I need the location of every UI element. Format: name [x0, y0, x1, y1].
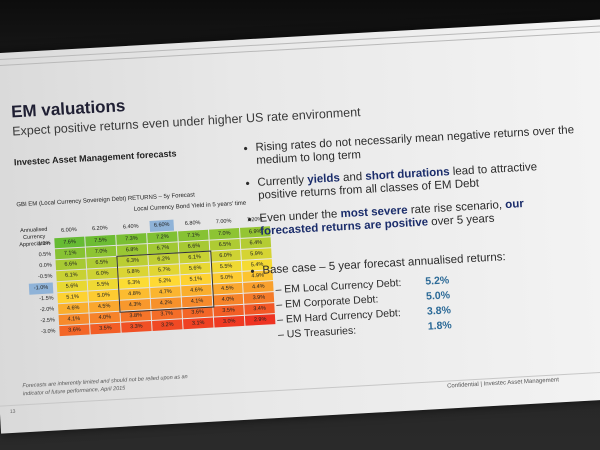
- grid-cell: 3.5%: [90, 322, 121, 335]
- grid-cell: 5.1%: [57, 291, 88, 304]
- grid-cell: 3.1%: [183, 317, 214, 330]
- grid-cell: 4.1%: [58, 313, 90, 326]
- grid-cell: 3.6%: [59, 324, 90, 337]
- grid-cell: 5.7%: [148, 264, 180, 277]
- grid-cell: 6.5%: [209, 238, 241, 251]
- grid-cell: 7.1%: [54, 247, 86, 260]
- grid-cell: 6.1%: [56, 269, 87, 282]
- grid-cell: 6.2%: [148, 253, 179, 266]
- grid-cell: 6.0%: [87, 267, 118, 280]
- grid-cell: 5.8%: [118, 266, 149, 278]
- bullet-2-yields: yields: [306, 172, 341, 187]
- column-header: 6.80%: [184, 220, 201, 227]
- grid-cell: 6.7%: [147, 242, 179, 255]
- column-header: 6.40%: [122, 223, 139, 231]
- grid-cell: 4.3%: [119, 299, 151, 311]
- grid-cell: 4.5%: [88, 300, 120, 313]
- grid-cell: 7.2%: [147, 231, 178, 244]
- column-header: 7.00%: [215, 218, 232, 226]
- grid-cell: 3.2%: [152, 319, 183, 331]
- grid-cell: 7.3%: [116, 233, 147, 245]
- grid-cell: 5.6%: [179, 262, 211, 275]
- bullet-dot: •: [243, 141, 249, 156]
- column-header: 6.00%: [60, 227, 77, 234]
- grid-cell: 5.3%: [118, 277, 150, 289]
- grid-cell: 5.5%: [210, 260, 242, 273]
- page-number: 13: [9, 408, 16, 416]
- grid-cell: 3.9%: [243, 292, 275, 304]
- grid-cell: 6.8%: [116, 244, 148, 256]
- grid-cell: 7.0%: [85, 245, 117, 258]
- grid-cell: 3.5%: [213, 304, 244, 317]
- column-header: 6.20%: [91, 225, 108, 233]
- grid-cell: 6.1%: [179, 251, 210, 264]
- grid-cell: 6.6%: [178, 240, 210, 253]
- grid-cell: 7.5%: [85, 234, 116, 247]
- base-case-label: – US Treasuries:: [277, 324, 357, 341]
- base-case-value: 5.0%: [425, 289, 451, 303]
- base-case-value: 3.8%: [426, 304, 452, 318]
- footnote: Forecasts are inherently limited and sho…: [22, 374, 188, 398]
- base-case-value: 5.2%: [424, 274, 450, 288]
- row-label: -3.0%: [40, 328, 56, 336]
- top-rule-2: [0, 30, 600, 68]
- grid-cell: 5.1%: [180, 273, 212, 286]
- grid-cell: 5.2%: [149, 275, 181, 288]
- grid-cell: 6.5%: [86, 256, 117, 269]
- grid-cell: 4.5%: [212, 282, 243, 295]
- bullet-dot: •: [250, 264, 256, 279]
- grid-cell: 4.0%: [89, 311, 121, 324]
- grid-cell: 4.4%: [243, 281, 274, 293]
- grid-cell: 3.6%: [182, 306, 213, 319]
- grid-cell: 6.4%: [240, 237, 272, 249]
- grid-cell: 6.0%: [210, 249, 241, 262]
- grid-cell: 4.6%: [57, 302, 89, 315]
- column-header: 6.60%: [149, 219, 175, 232]
- presentation-slide: EM valuations Expect positive returns ev…: [0, 18, 600, 434]
- bullet-dot: •: [247, 212, 253, 227]
- forecasts-heading: Investec Asset Management forecasts: [13, 148, 177, 168]
- bullet-2: • Currently yields and short durations l…: [245, 159, 578, 203]
- grid-cell: 7.6%: [54, 236, 85, 249]
- grid-cell: 3.4%: [244, 303, 275, 315]
- grid-cell: 4.7%: [150, 286, 181, 299]
- top-rule: [0, 24, 600, 62]
- grid-cell: 7.0%: [209, 227, 240, 240]
- grid-cell: 3.3%: [121, 321, 152, 333]
- grid-cell: 5.0%: [211, 271, 243, 284]
- grid-cell: 4.0%: [212, 293, 244, 306]
- base-case-value: 1.8%: [427, 319, 453, 333]
- bullet-dot: •: [245, 176, 251, 191]
- grid-cell: 5.6%: [56, 280, 88, 293]
- bullet-1-text: Rising rates do not necessarily mean neg…: [255, 124, 575, 167]
- grid-cell: 5.0%: [88, 289, 119, 302]
- grid-cell: 4.8%: [119, 288, 150, 300]
- grid-cell: 3.7%: [151, 308, 182, 320]
- grid-cell: 3.8%: [120, 310, 152, 322]
- grid-cell: 6.3%: [117, 255, 148, 267]
- column-axis-label: Local Currency Bond Yield in 5 years' ti…: [133, 200, 247, 213]
- bullet-2-and: and: [339, 170, 366, 185]
- grid-cell: 4.6%: [181, 284, 212, 297]
- grid-cell: 5.9%: [241, 248, 272, 260]
- grid-cell: 4.1%: [181, 295, 213, 308]
- grid-cell: 2.9%: [244, 314, 276, 326]
- grid-cell: 4.2%: [150, 297, 182, 309]
- grid-cell: 6.6%: [55, 258, 87, 271]
- grid-cell: 5.5%: [87, 278, 119, 291]
- grid-cell: 7.1%: [178, 229, 209, 242]
- grid-cell: 3.0%: [213, 315, 245, 328]
- bullet-3: • Even under the most severe rate rise s…: [247, 195, 580, 239]
- bullet-3-post: over 5 years: [427, 212, 495, 229]
